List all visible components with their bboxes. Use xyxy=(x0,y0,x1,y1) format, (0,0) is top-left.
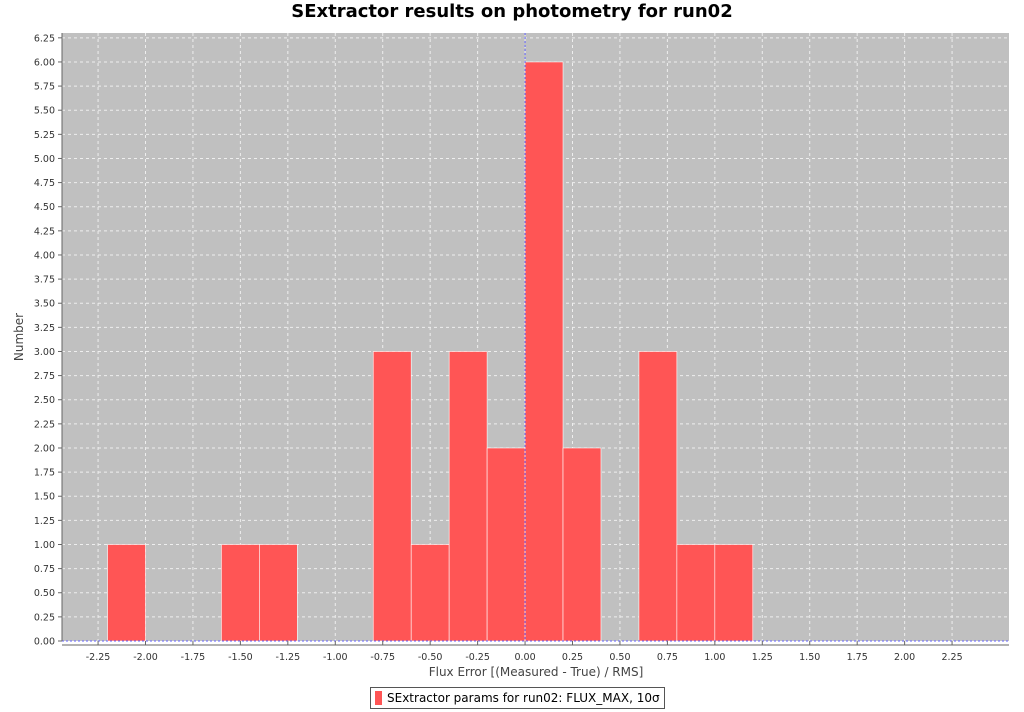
y-tick-label: 5.50 xyxy=(34,106,55,117)
y-tick-label: 0.75 xyxy=(34,564,55,575)
y-tick-label: 5.00 xyxy=(34,154,55,165)
x-tick-label: -2.00 xyxy=(133,652,158,663)
y-tick-label: 0.00 xyxy=(34,637,55,648)
histogram-bar xyxy=(372,351,412,642)
x-tick-label: -1.00 xyxy=(323,652,348,663)
histogram-bar xyxy=(638,351,678,642)
x-tick-label: 0.50 xyxy=(609,652,630,663)
y-tick-label: 3.00 xyxy=(34,347,55,358)
axes: 0.00 0.25 0.50 0.75 1.00 1.25 1.50 1.75 2.00 2.25… xyxy=(34,33,1009,663)
histogram-bar xyxy=(410,544,450,642)
x-tick-label: -1.50 xyxy=(228,652,253,663)
legend: SExtractor params for run02: FLUX_MAX, 1… xyxy=(370,687,665,709)
y-tick-label: 0.25 xyxy=(34,612,55,623)
y-tick-label: 2.00 xyxy=(34,443,55,454)
x-tick-label: -0.50 xyxy=(418,652,443,663)
histogram-bar xyxy=(676,544,716,642)
y-tick-label: 1.50 xyxy=(34,492,55,503)
x-tick-label: -0.25 xyxy=(465,652,490,663)
y-tick-label: 5.25 xyxy=(34,130,55,141)
y-tick-label: 4.00 xyxy=(34,250,55,261)
y-tick-label: 6.00 xyxy=(34,57,55,68)
histogram-bar xyxy=(562,447,602,642)
legend-label: SExtractor params for run02: FLUX_MAX, 1… xyxy=(387,691,660,705)
y-tick-label: 0.50 xyxy=(34,588,55,599)
y-tick-label: 3.50 xyxy=(34,299,55,310)
x-axis-label: Flux Error [(Measured - True) / RMS] xyxy=(429,665,644,679)
histogram-bar xyxy=(259,544,298,642)
y-tick-label: 4.75 xyxy=(34,178,55,189)
x-tick-label: 2.00 xyxy=(894,652,915,663)
y-tick-label: 1.00 xyxy=(34,540,55,551)
histogram-bar xyxy=(714,544,754,642)
x-tick-label: -1.25 xyxy=(276,652,301,663)
x-tick-label: 1.75 xyxy=(847,652,868,663)
histogram-bar xyxy=(486,447,526,642)
y-tick-label: 4.25 xyxy=(34,226,55,237)
y-tick-label: 5.75 xyxy=(34,82,55,93)
histogram-bar xyxy=(107,544,146,642)
x-tick-label: 0.75 xyxy=(657,652,678,663)
y-tick-label: 1.25 xyxy=(34,516,55,527)
x-tick-label: -2.25 xyxy=(86,652,111,663)
x-tick-label: 0.00 xyxy=(514,652,535,663)
x-tick-label: 0.25 xyxy=(562,652,583,663)
y-tick-label: 3.25 xyxy=(34,323,55,334)
legend-swatch xyxy=(375,691,382,705)
histogram-bar xyxy=(448,351,488,642)
x-tick-label: -1.75 xyxy=(181,652,206,663)
y-tick-label: 1.75 xyxy=(34,468,55,479)
grid-lines xyxy=(62,33,1009,641)
histogram-bar xyxy=(524,61,564,642)
y-tick-label: 6.25 xyxy=(34,33,55,44)
chart-title: SExtractor results on photometry for run… xyxy=(291,1,733,22)
y-tick-label: 2.50 xyxy=(34,395,55,406)
x-tick-label: 1.00 xyxy=(704,652,725,663)
y-tick-label: 4.50 xyxy=(34,202,55,213)
x-tick-label: 1.25 xyxy=(752,652,773,663)
histogram-bars xyxy=(107,61,754,642)
y-tick-label: 2.75 xyxy=(34,371,55,382)
zero-lines xyxy=(62,33,1009,642)
x-tick-label: -0.75 xyxy=(370,652,395,663)
y-axis-label: Number xyxy=(12,313,26,361)
x-tick-label: 1.50 xyxy=(799,652,820,663)
histogram-bar xyxy=(221,544,260,642)
y-tick-label: 3.75 xyxy=(34,275,55,286)
y-tick-label: 2.25 xyxy=(34,419,55,430)
x-tick-label: 2.25 xyxy=(941,652,962,663)
